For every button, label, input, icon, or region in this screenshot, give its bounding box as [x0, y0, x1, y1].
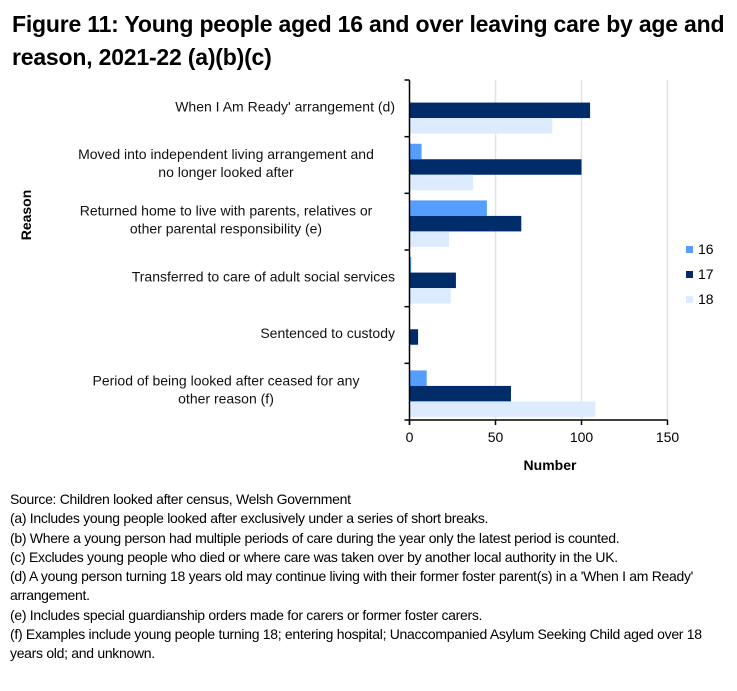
bar-18-1 — [409, 174, 474, 191]
footnote-c: (c) Excludes young people who died or wh… — [10, 548, 618, 565]
bar-16-3 — [409, 257, 412, 273]
y-axis-title: Reason — [18, 190, 34, 241]
footnote-b: (b) Where a young person had multiple pe… — [10, 529, 620, 546]
category-label: Period of being looked after ceased for … — [93, 373, 360, 389]
x-tick-labels: 0 50 100 150 — [406, 429, 680, 445]
category-label: Sentenced to custody — [260, 325, 395, 341]
category-label: other parental responsibility (e) — [130, 221, 322, 237]
bar-18-0 — [409, 118, 553, 134]
category-label: Moved into independent living arrangemen… — [78, 146, 374, 162]
category-label: Transferred to care of adult social serv… — [132, 268, 395, 284]
category-labels: When I Am Ready' arrangement (d) Moved in… — [78, 98, 395, 406]
legend: 16 17 18 — [686, 241, 714, 307]
category-label: Returned home to live with parents, rela… — [80, 203, 373, 219]
bar-17-5 — [409, 385, 511, 402]
legend-swatch-16 — [686, 246, 693, 253]
legend-label-17: 17 — [698, 266, 714, 282]
x-axis-title: Number — [524, 457, 577, 473]
bar-18-5 — [409, 401, 596, 417]
footnote-e: (e) Includes special guardianship orders… — [10, 606, 483, 623]
bar-18-2 — [409, 231, 450, 247]
bar-17-4 — [409, 329, 419, 345]
category-label: no longer looked after — [158, 164, 294, 180]
bar-16-2 — [409, 200, 487, 216]
footnote-d: (d) A young person turning 18 years old … — [10, 568, 694, 604]
x-tick-label: 50 — [488, 429, 504, 445]
x-tick-label: 150 — [656, 429, 680, 445]
legend-label-16: 16 — [698, 241, 714, 257]
x-tick-label: 0 — [406, 429, 414, 445]
footnote-f: (f) Examples include young people turnin… — [10, 626, 702, 662]
legend-swatch-17 — [686, 271, 693, 278]
bar-17-0 — [409, 102, 591, 119]
bar-chart: When I Am Ready' arrangement (d) Moved in… — [18, 79, 714, 473]
legend-swatch-18 — [686, 296, 693, 303]
gridlines — [494, 80, 669, 420]
footnote-a: (a) Includes young people looked after e… — [10, 510, 489, 527]
footnotes: Source: Children looked after census, We… — [10, 490, 735, 664]
source-note: Source: Children looked after census, We… — [10, 491, 351, 507]
bar-17-3 — [409, 272, 456, 289]
legend-label-18: 18 — [698, 291, 714, 307]
bar-18-3 — [409, 288, 451, 304]
bar-17-2 — [409, 215, 522, 232]
category-label: other reason (f) — [178, 391, 274, 407]
bar-16-5 — [409, 370, 427, 386]
bar-16-1 — [409, 143, 422, 160]
bar-17-1 — [409, 159, 582, 175]
chart-title: Figure 11: Young people aged 16 and over… — [12, 11, 725, 70]
category-label: When I Am Ready' arrangement (d) — [175, 98, 395, 114]
axes — [404, 79, 669, 425]
x-tick-label: 100 — [570, 429, 594, 445]
bars — [409, 102, 596, 417]
